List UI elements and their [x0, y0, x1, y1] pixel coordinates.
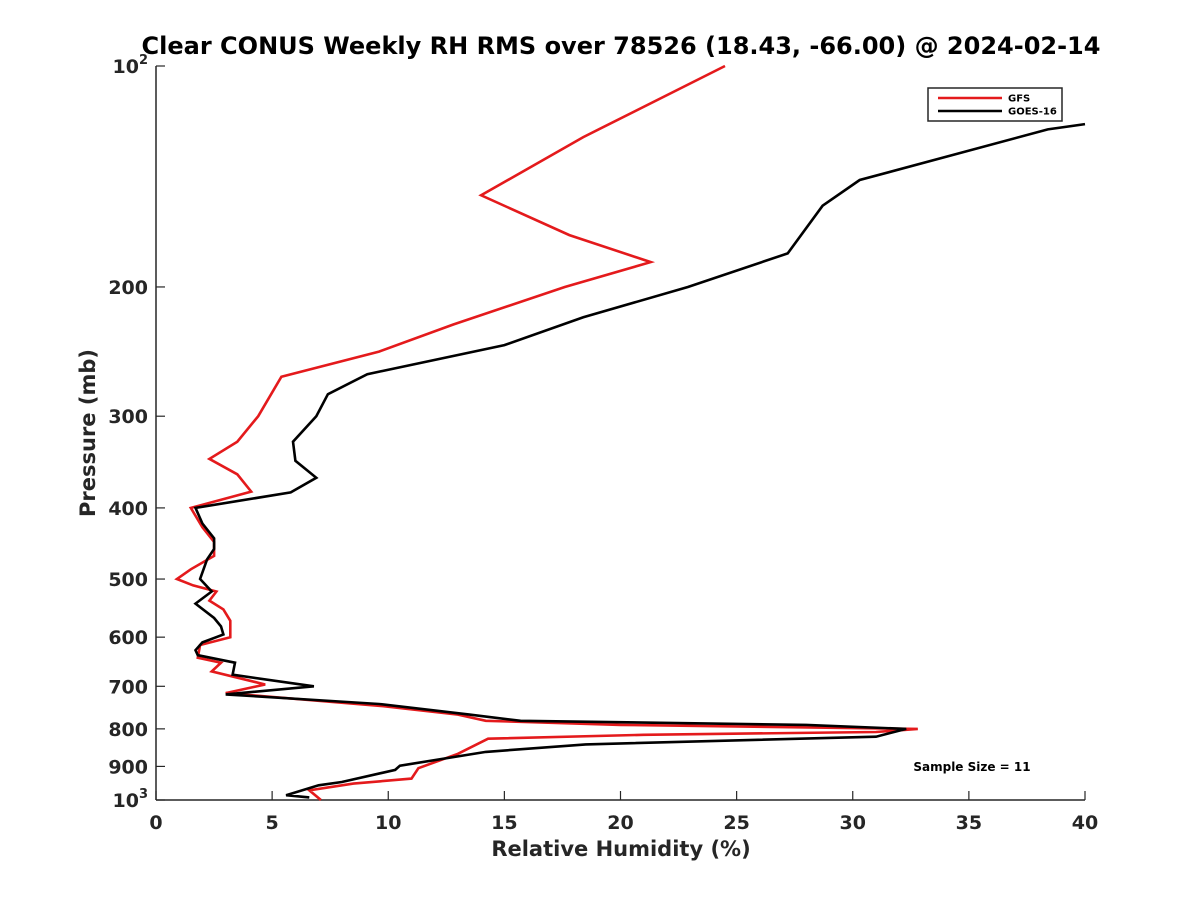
y-tick-label: 103	[113, 787, 149, 812]
y-axis-label: Pressure (mb)	[76, 349, 100, 517]
y-tick-label: 600	[108, 627, 148, 649]
y-tick-label: 300	[108, 406, 148, 428]
y-tick-label: 700	[108, 676, 148, 698]
y-tick-label: 200	[108, 277, 148, 299]
y-axis: 102 200 300 400 500 600 700 800 900 103	[108, 53, 165, 812]
x-tick-label: 25	[723, 812, 749, 834]
y-tick-label: 102	[113, 53, 149, 78]
series-group	[174, 64, 1086, 801]
x-tick-label: 15	[491, 812, 517, 834]
x-tick-label: 30	[840, 812, 866, 834]
x-axis: 0 5 10 15 20 25 30 35 40	[149, 791, 1098, 834]
plot-area	[155, 66, 1085, 801]
legend: GFS GOES-16	[927, 87, 1063, 122]
sample-size-annotation: Sample Size = 11	[913, 760, 1030, 774]
y-tick-label: 900	[108, 756, 148, 778]
x-tick-label: 40	[1072, 812, 1098, 834]
x-tick-label: 35	[956, 812, 982, 834]
y-tick-label: 500	[108, 569, 148, 591]
x-axis-label: Relative Humidity (%)	[491, 837, 750, 861]
y-tick-label: 800	[108, 719, 148, 741]
x-tick-label: 20	[607, 812, 633, 834]
x-tick-label: 5	[266, 812, 279, 834]
legend-label: GOES-16	[1008, 107, 1057, 118]
legend-box	[927, 87, 1063, 122]
legend-label: GFS	[1008, 94, 1030, 105]
x-tick-label: 0	[149, 812, 162, 834]
y-tick-label: 400	[108, 498, 148, 520]
series-line-gfs	[174, 64, 918, 801]
series-line-goes-16	[193, 122, 1086, 799]
chart-title: Clear CONUS Weekly RH RMS over 78526 (18…	[142, 32, 1101, 60]
x-tick-label: 10	[375, 812, 401, 834]
